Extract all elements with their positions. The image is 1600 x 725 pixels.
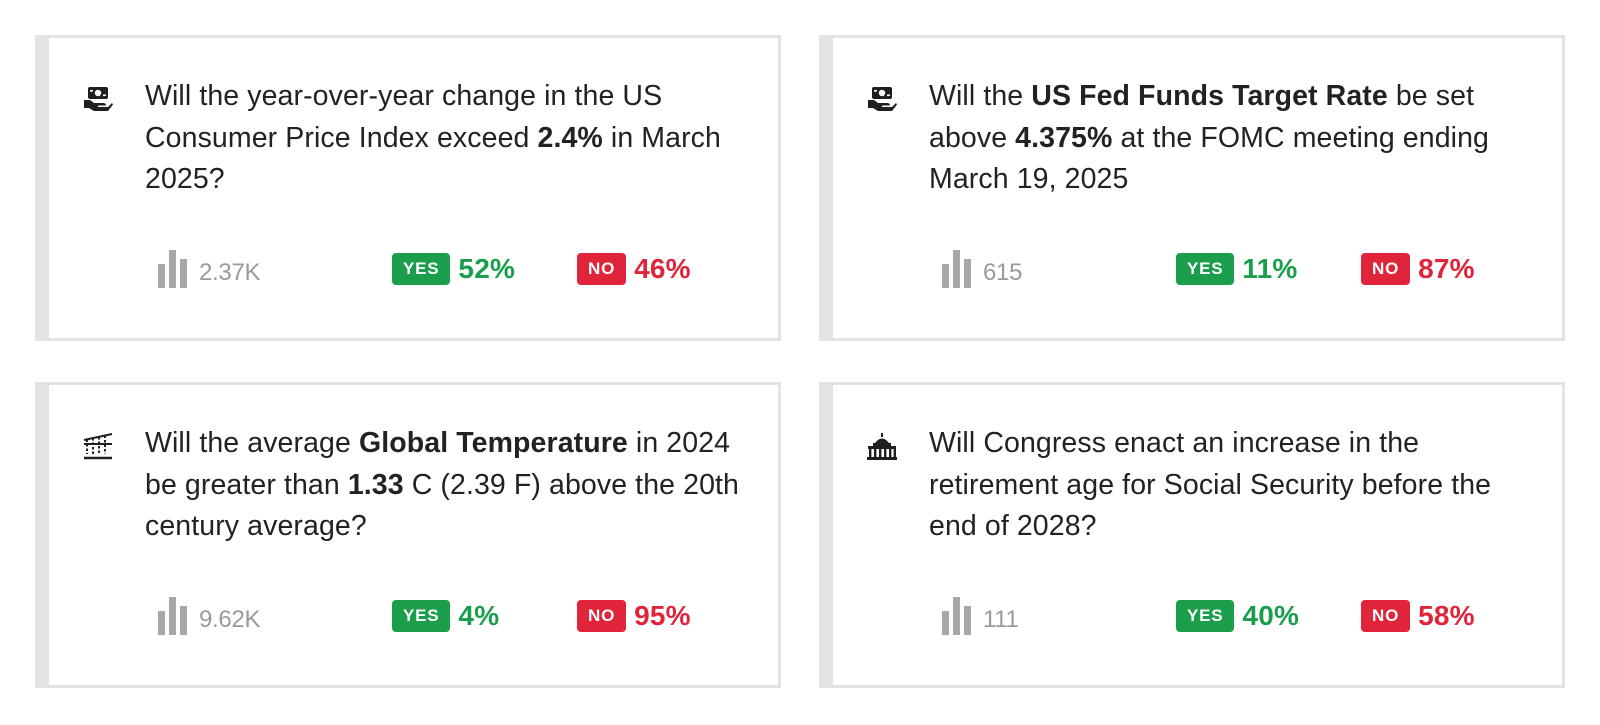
yes-percentage: 4% — [458, 600, 500, 631]
question-emphasis: Global Temperature — [358, 427, 628, 459]
market-card[interactable]: Will the US Fed Funds Target Rate be set… — [819, 35, 1565, 341]
yes-percentage: 52% — [458, 253, 516, 284]
no-outcome[interactable]: NO 58% — [1361, 600, 1475, 634]
no-badge[interactable]: NO — [1361, 600, 1411, 632]
market-stats: 111 YES 40% NO 58% — [941, 595, 1541, 639]
yes-badge[interactable]: YES — [392, 600, 451, 632]
yes-percentage: 40% — [1242, 600, 1300, 631]
market-card[interactable]: Will the average Global Temperature in 2… — [35, 382, 781, 688]
yes-outcome[interactable]: YES 4% — [392, 600, 499, 634]
market-stats: 2.37K YES 52% NO 46% — [157, 248, 757, 292]
bar-chart-icon — [157, 248, 189, 288]
question-text: Will the average — [145, 427, 359, 459]
money-hand-icon — [81, 83, 115, 117]
question-text: be set above — [929, 80, 1475, 154]
volume-value: 615 — [983, 259, 1023, 286]
question-emphasis: 1.33 — [347, 468, 404, 501]
market-card[interactable]: Will Congress enact an increase in the r… — [819, 382, 1565, 688]
yes-outcome[interactable]: YES 40% — [1176, 600, 1299, 634]
no-outcome[interactable]: NO 46% — [577, 253, 691, 287]
money-hand-icon — [865, 83, 899, 117]
no-badge[interactable]: NO — [577, 600, 627, 632]
market-question[interactable]: Will the average Global Temperature in 2… — [145, 423, 745, 548]
no-percentage: 87% — [1418, 253, 1475, 284]
climate-icon — [81, 430, 115, 464]
yes-outcome[interactable]: YES 11% — [1176, 253, 1298, 287]
question-text: C (2.39 F) above the 20th century averag… — [145, 468, 739, 543]
market-question[interactable]: Will Congress enact an increase in the r… — [929, 423, 1529, 548]
yes-percentage: 11% — [1242, 253, 1298, 284]
question-emphasis: 2.4% — [537, 121, 603, 154]
no-outcome[interactable]: NO 95% — [577, 600, 691, 634]
bar-chart-icon — [157, 595, 189, 635]
volume-value: 9.62K — [199, 606, 261, 633]
question-text: Will the year-over-year change in the US… — [145, 80, 663, 154]
question-emphasis: US Fed Funds Target Rate — [1031, 80, 1388, 112]
volume-value: 2.37K — [199, 259, 261, 286]
market-stats: 9.62K YES 4% NO 95% — [157, 595, 757, 639]
market-question[interactable]: Will the US Fed Funds Target Rate be set… — [929, 76, 1529, 201]
market-card[interactable]: Will the year-over-year change in the US… — [35, 35, 781, 341]
no-percentage: 95% — [634, 600, 691, 631]
yes-badge[interactable]: YES — [1176, 600, 1235, 632]
yes-badge[interactable]: YES — [392, 253, 451, 285]
market-stats: 615 YES 11% NO 87% — [941, 248, 1541, 292]
no-outcome[interactable]: NO 87% — [1361, 253, 1475, 287]
question-text: in 2024 be greater than — [145, 427, 731, 501]
volume-value: 111 — [983, 606, 1019, 633]
question-text: Will Congress enact an increase in the r… — [929, 427, 1492, 542]
question-text: at the FOMC meeting ending March 19, 202… — [929, 121, 1489, 196]
bar-chart-icon — [941, 248, 973, 288]
yes-badge[interactable]: YES — [1176, 253, 1235, 285]
market-question[interactable]: Will the year-over-year change in the US… — [145, 76, 745, 201]
question-text: in March 2025? — [145, 121, 721, 196]
question-emphasis: 4.375% — [1015, 121, 1113, 154]
question-text: Will the — [929, 80, 1032, 112]
no-percentage: 46% — [634, 253, 691, 284]
yes-outcome[interactable]: YES 52% — [392, 253, 515, 287]
no-percentage: 58% — [1418, 600, 1475, 631]
capitol-building-icon — [865, 430, 899, 464]
bar-chart-icon — [941, 595, 973, 635]
no-badge[interactable]: NO — [577, 253, 627, 285]
no-badge[interactable]: NO — [1361, 253, 1411, 285]
